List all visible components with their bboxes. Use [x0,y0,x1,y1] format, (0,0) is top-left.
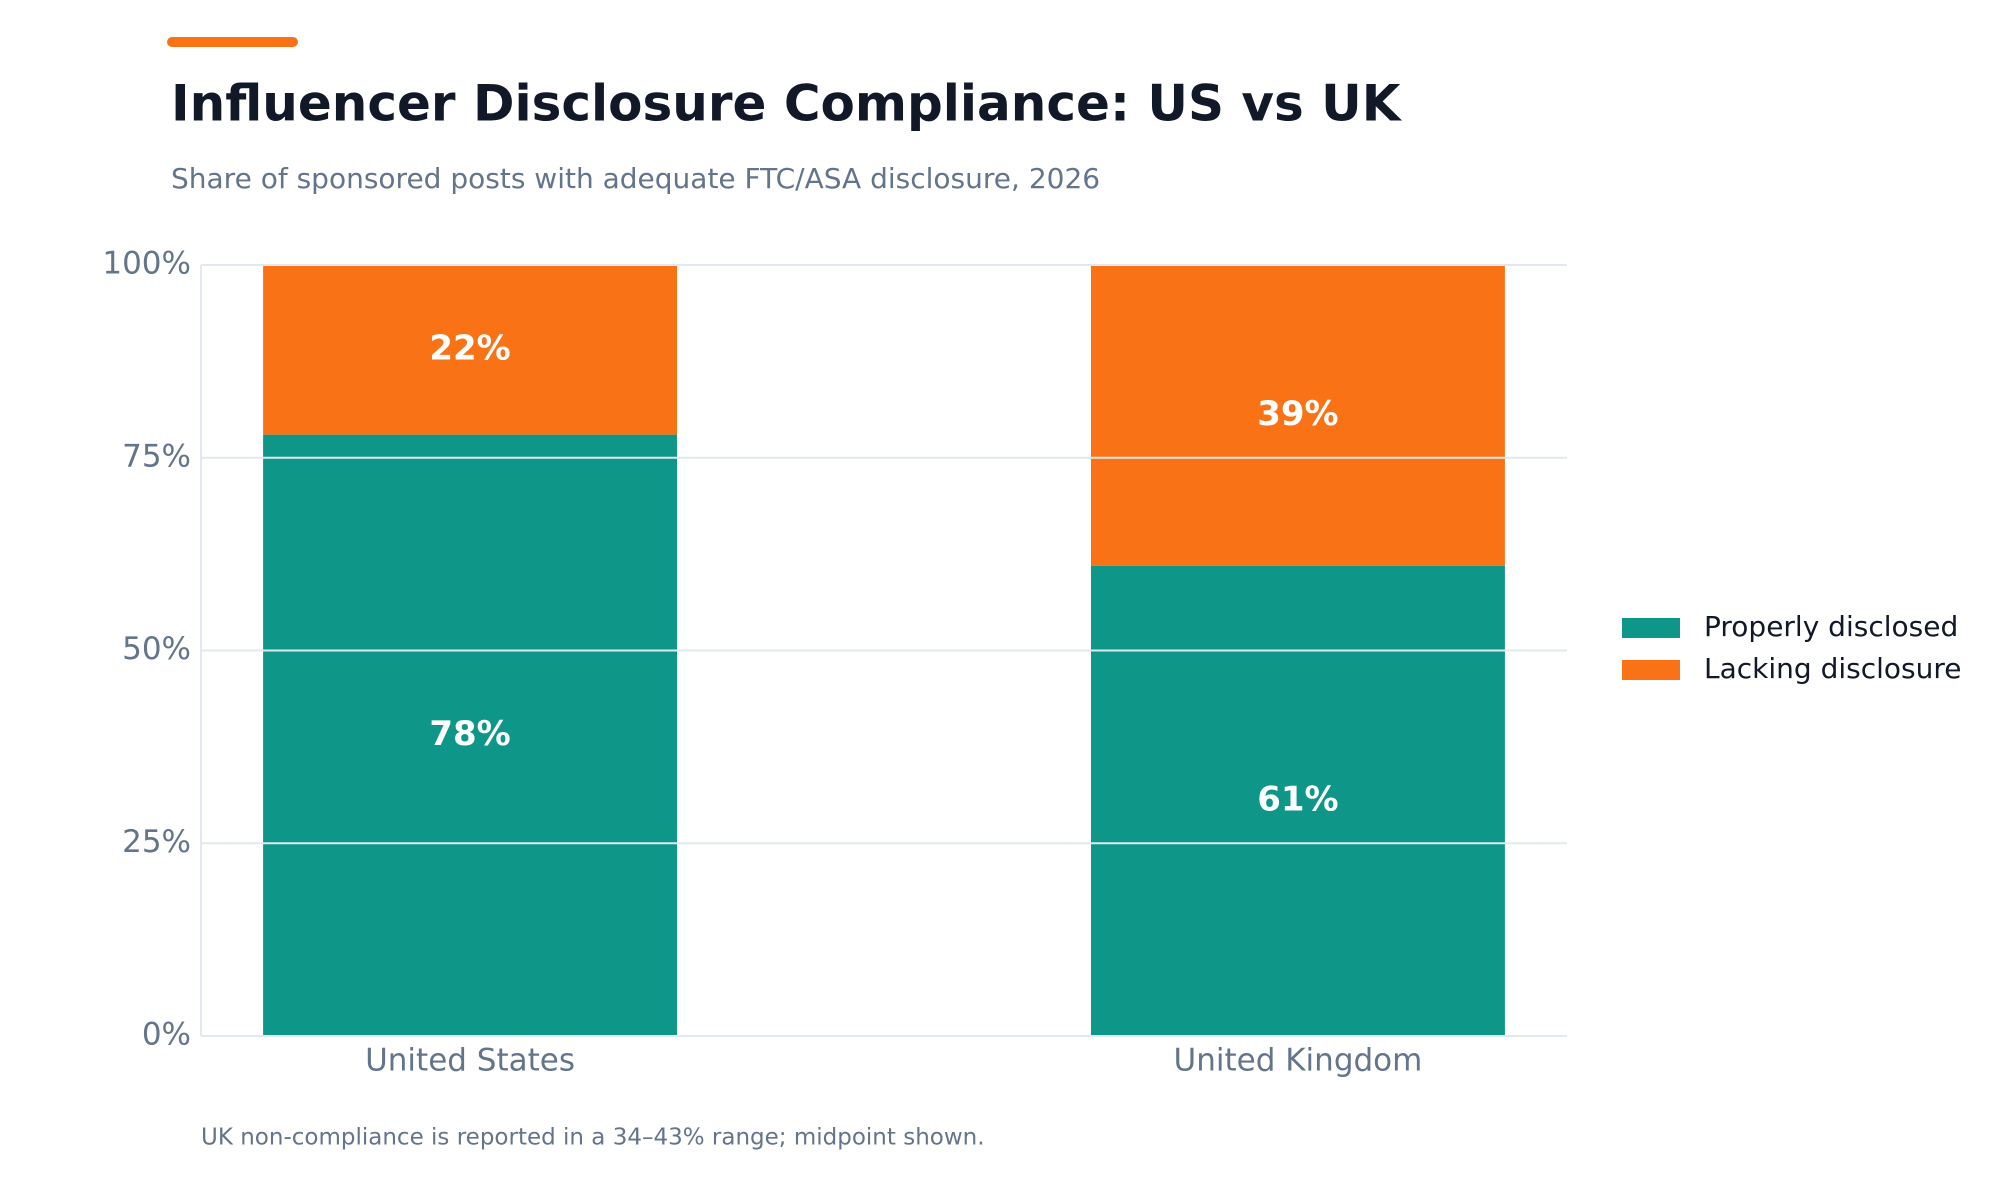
legend-swatch [1622,660,1680,680]
chart-title: Influencer Disclosure Compliance: US vs … [171,75,1403,133]
bar-segment [263,434,678,1036]
annotation: UK non-compliance is reported in a 34–43… [201,1125,985,1151]
bar-segment [1090,265,1505,566]
y-tick-label: 0% [142,1017,191,1053]
legend-swatch [1622,618,1680,638]
value-label: 78% [429,714,510,754]
y-tick-label: 50% [122,631,191,667]
x-tick-label: United States [365,1043,575,1079]
chart-subtitle: Share of sponsored posts with adequate F… [171,162,1100,195]
value-label: 61% [1257,779,1338,819]
legend-label: Lacking disclosure [1704,652,1961,685]
bar-segment [263,265,678,435]
y-tick-label: 100% [102,246,191,282]
x-tick-label: United Kingdom [1174,1043,1423,1079]
bar-segment [1090,565,1505,1036]
y-tick-label: 75% [122,438,191,474]
value-label: 22% [429,328,510,368]
y-tick-label: 25% [122,824,191,860]
legend-label: Properly disclosed [1704,610,1958,643]
value-label: 39% [1257,394,1338,434]
